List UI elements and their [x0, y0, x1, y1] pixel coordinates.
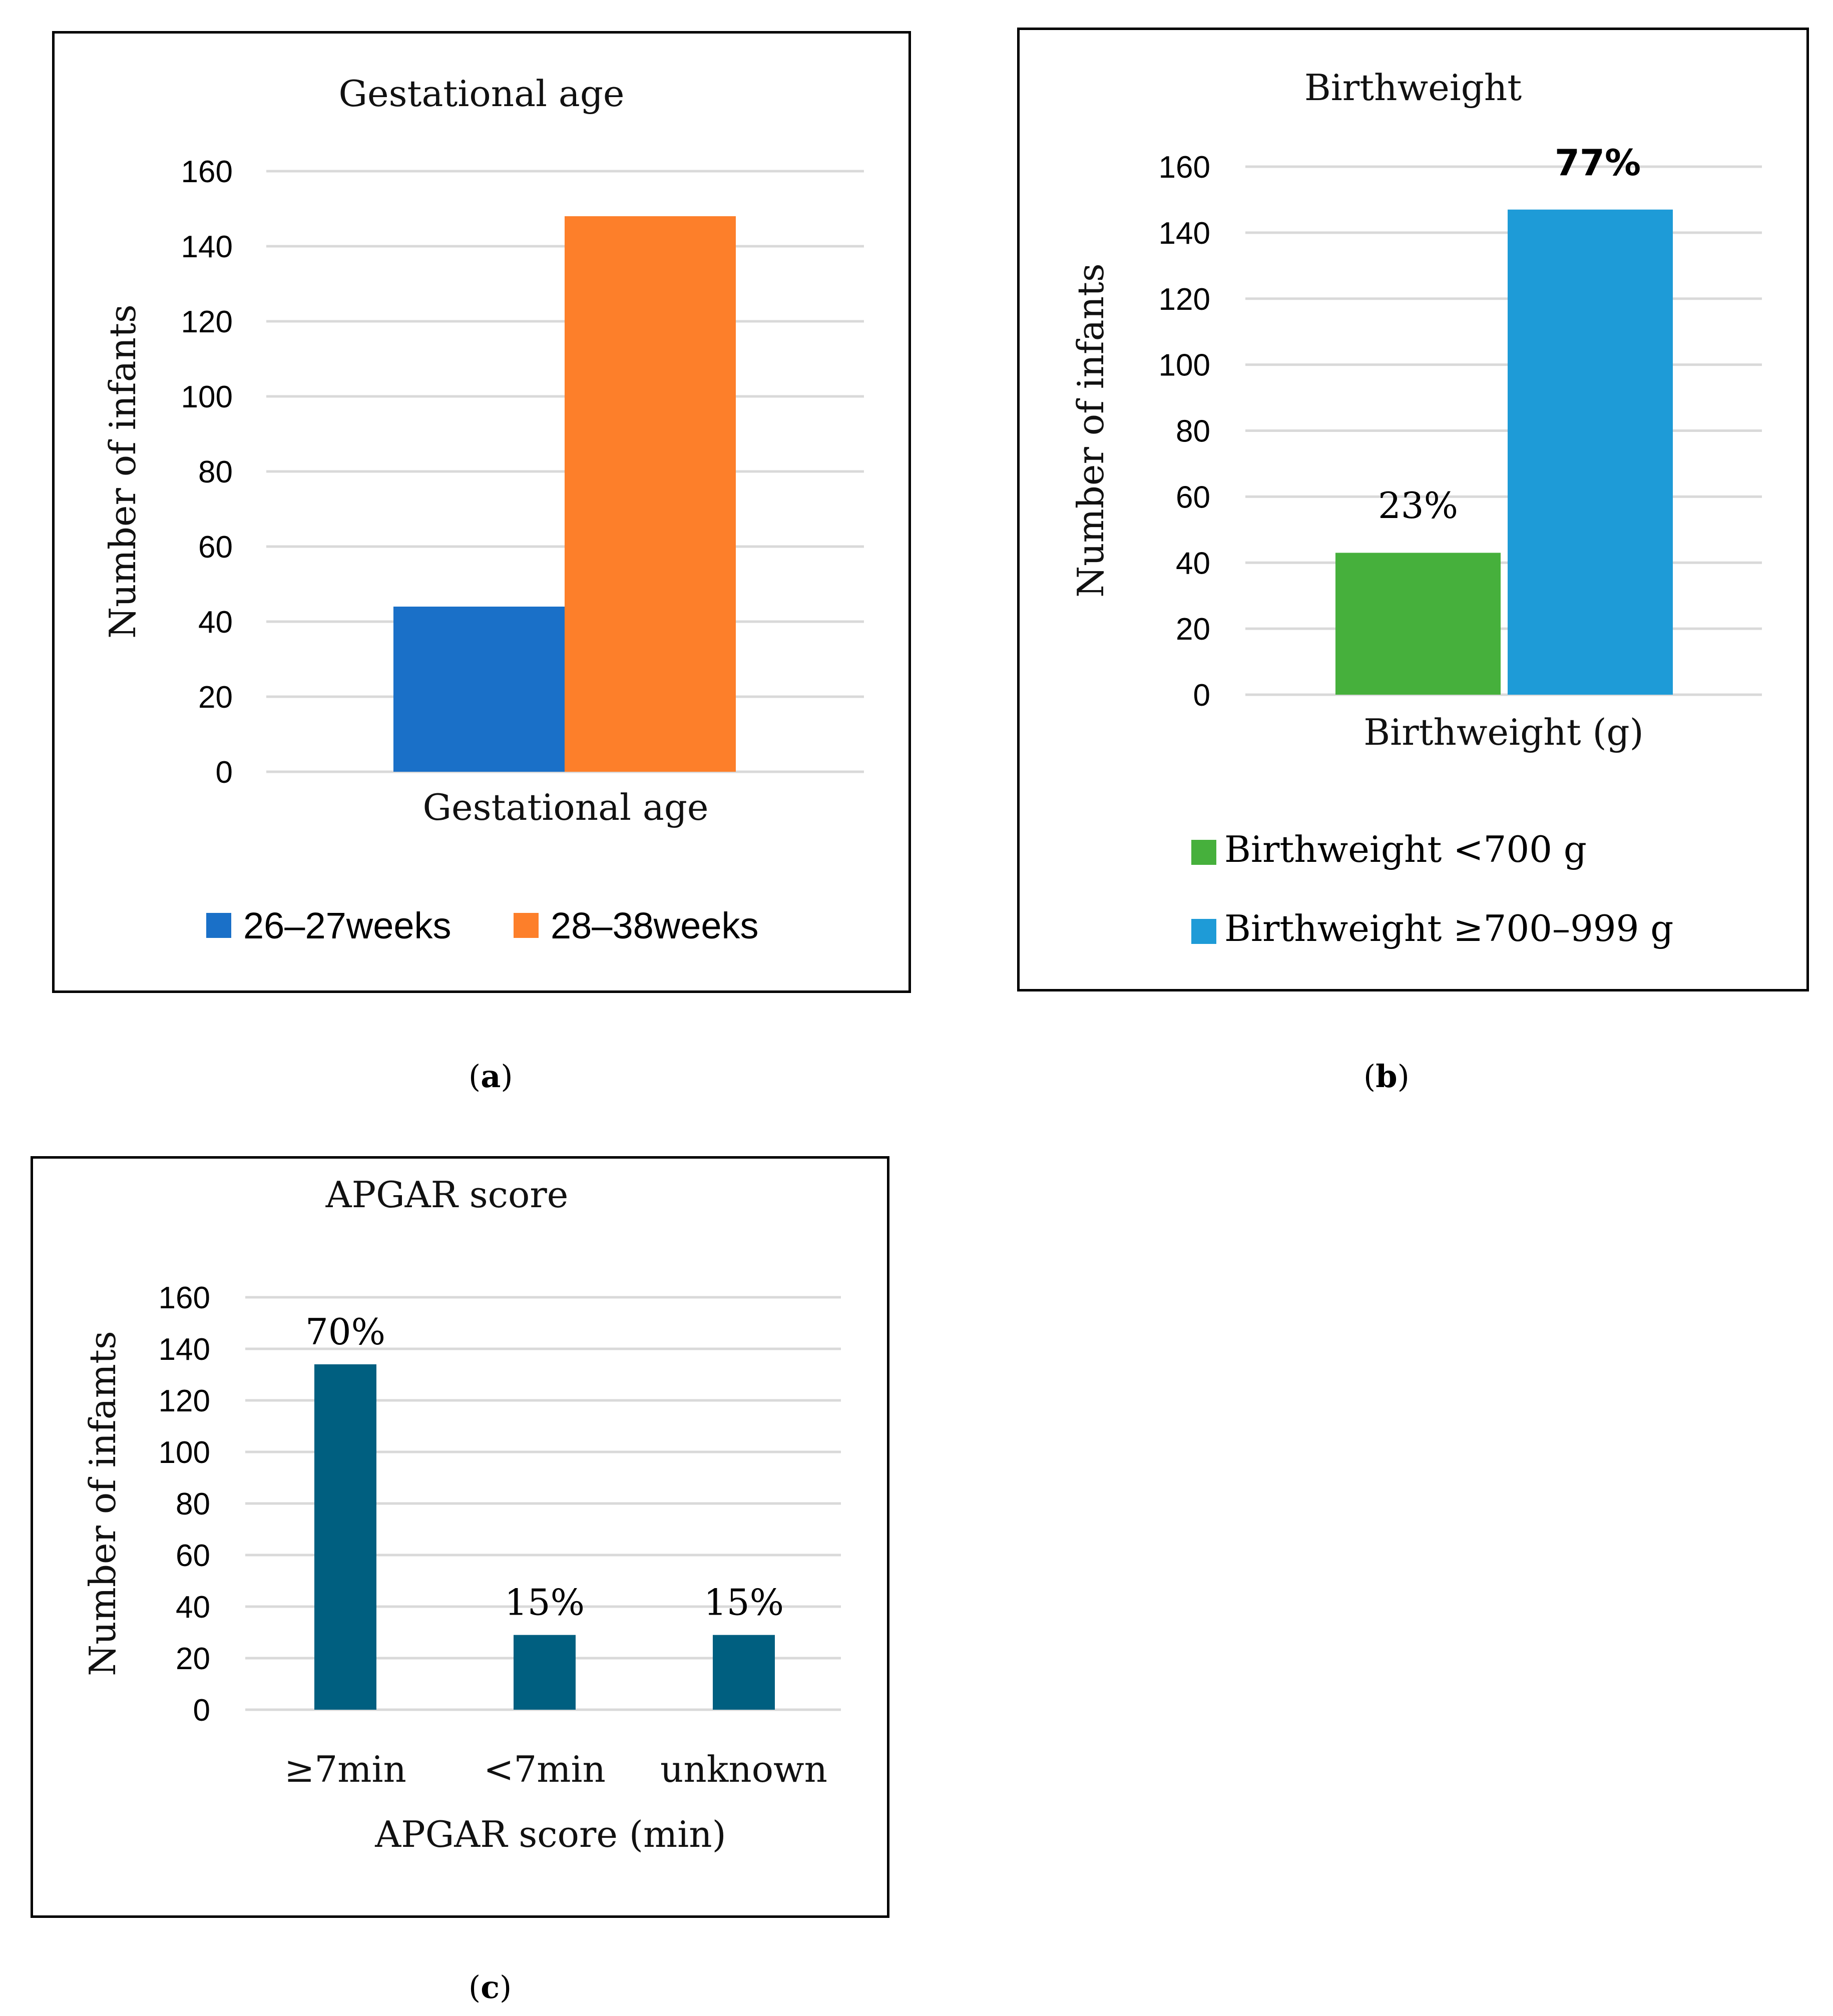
- chart-b-ytick-label: 120: [1159, 282, 1210, 317]
- chart-b-legend-label-1: Birthweight <700 g: [1224, 828, 1587, 870]
- chart-a-ytick-label: 100: [181, 380, 233, 414]
- chart-a-ytick-label: 40: [198, 605, 233, 640]
- chart-c-x-axis-label: APGAR score (min): [374, 1813, 726, 1855]
- chart-b-data-label-1: 23%: [1378, 484, 1458, 527]
- chart-c-data-label-1: 70%: [305, 1311, 385, 1353]
- chart-a-legend-label-2: 28–38weeks: [551, 905, 759, 946]
- chart-b-ytick-label: 100: [1159, 348, 1210, 383]
- chart-c-category-label-2: <7min: [484, 1748, 606, 1790]
- panel-a: [52, 31, 911, 993]
- chart-b-ytick-label: 160: [1159, 150, 1210, 185]
- chart-c-category-label-1: ≥7min: [284, 1748, 406, 1790]
- chart-c-ytick-label: 160: [159, 1281, 210, 1315]
- chart-a-ytick-label: 20: [198, 680, 233, 715]
- caption-c-letter: c: [481, 1969, 500, 2005]
- chart-b-legend-swatch-2: [1191, 919, 1216, 944]
- chart-c-ytick-label: 20: [176, 1642, 210, 1676]
- chart-c-y-axis-label: Number of infamts: [82, 1331, 124, 1676]
- chart-a-ytick-label: 140: [181, 230, 233, 264]
- chart-b-ytick-label: 60: [1176, 480, 1210, 515]
- chart-b-title: Birthweight: [1304, 67, 1522, 109]
- chart-c-ytick-label: 60: [176, 1539, 210, 1573]
- caption-a-letter: a: [481, 1058, 501, 1095]
- panel-b: [1017, 28, 1809, 991]
- chart-b-y-axis-label: Number of infants: [1070, 263, 1112, 598]
- chart-b-bar-2: [1508, 209, 1673, 695]
- chart-a-bar-2: [565, 216, 736, 772]
- chart-c-bar-2: [514, 1635, 576, 1710]
- caption-a: (a): [469, 1058, 513, 1095]
- chart-c-ytick-label: 100: [159, 1435, 210, 1470]
- chart-b-ytick-label: 80: [1176, 414, 1210, 449]
- caption-b-letter: b: [1376, 1058, 1398, 1095]
- caption-c: (c): [469, 1969, 512, 2005]
- chart-b-data-label-2: 77%: [1555, 142, 1641, 184]
- chart-a-title: Gestational age: [338, 73, 624, 115]
- chart-a-bar-1: [393, 607, 565, 772]
- caption-b: (b): [1363, 1058, 1410, 1095]
- chart-c-ytick-label: 140: [159, 1332, 210, 1367]
- chart-b-ytick-label: 40: [1176, 546, 1210, 581]
- chart-b-ytick-label: 140: [1159, 216, 1210, 251]
- chart-a-ytick-label: 0: [216, 755, 233, 790]
- chart-b-legend-swatch-1: [1191, 840, 1216, 865]
- chart-a-ytick-label: 60: [198, 530, 233, 565]
- chart-a-ytick-label: 80: [198, 455, 233, 489]
- chart-c-bar-1: [314, 1364, 376, 1710]
- chart-b-ytick-label: 0: [1193, 678, 1210, 713]
- chart-c-ytick-label: 120: [159, 1384, 210, 1418]
- chart-a-y-axis-label: Number of infants: [102, 304, 144, 639]
- chart-b-legend-label-2: Birthweight ≥700–999 g: [1224, 907, 1673, 949]
- chart-b-x-axis-label: Birthweight (g): [1363, 711, 1643, 753]
- chart-b-ytick-label: 20: [1176, 612, 1210, 647]
- chart-a-ytick-label: 120: [181, 305, 233, 339]
- chart-c-data-label-3: 15%: [704, 1582, 784, 1624]
- chart-c-category-label-3: unknown: [660, 1748, 827, 1790]
- panel-c: [31, 1156, 889, 1918]
- chart-c-data-label-2: 15%: [505, 1582, 585, 1624]
- chart-c-title: APGAR score: [325, 1174, 569, 1216]
- chart-a-x-axis-label: Gestational age: [422, 786, 708, 828]
- chart-a-legend-label-1: 26–27weeks: [243, 905, 451, 946]
- chart-a-legend-swatch-1: [206, 913, 231, 938]
- chart-c-ytick-label: 40: [176, 1590, 210, 1625]
- chart-a-legend-swatch-2: [514, 913, 539, 938]
- chart-a-ytick-label: 160: [181, 155, 233, 189]
- chart-c-ytick-label: 0: [193, 1693, 210, 1728]
- chart-c-bar-3: [713, 1635, 775, 1710]
- chart-c-ytick-label: 80: [176, 1487, 210, 1522]
- chart-b-bar-1: [1335, 553, 1501, 695]
